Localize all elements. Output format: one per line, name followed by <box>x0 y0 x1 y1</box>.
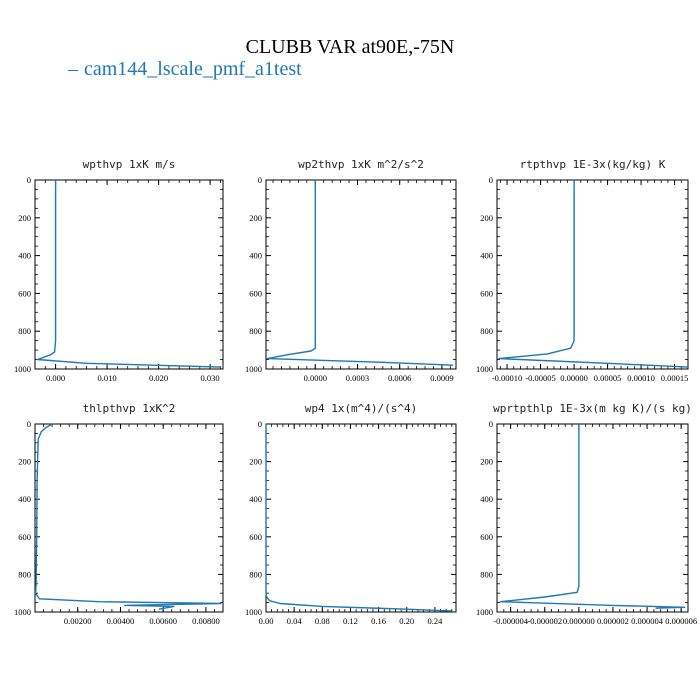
y-tick-label: 1000 <box>245 364 262 374</box>
y-tick-label: 800 <box>249 569 262 579</box>
y-tick-label: 600 <box>480 532 493 542</box>
x-tick-label: 0.00015 <box>661 373 689 383</box>
x-tick-label: 0.00600 <box>149 616 177 626</box>
y-tick-label: 400 <box>249 251 262 261</box>
plot-frame <box>34 423 224 613</box>
y-tick-label: 200 <box>480 457 493 467</box>
plot-frame <box>496 423 689 613</box>
y-tick-label: 400 <box>18 251 31 261</box>
y-tick-label: 0 <box>27 175 31 185</box>
y-tick-label: 400 <box>480 494 493 504</box>
y-tick-label: 0 <box>489 175 493 185</box>
x-tick-label: -0.00005 <box>525 373 555 383</box>
plot-frame <box>34 179 224 370</box>
y-tick-label: 1000 <box>476 607 493 617</box>
x-tick-label: 0.010 <box>98 373 117 383</box>
y-tick-label: 800 <box>480 326 493 336</box>
y-tick-label: 0 <box>27 419 31 429</box>
x-tick-label: 0.000002 <box>597 616 629 626</box>
x-tick-label: 0.20 <box>399 616 414 626</box>
y-tick-label: 200 <box>480 213 493 223</box>
y-tick-label: 400 <box>249 494 262 504</box>
y-tick-label: 800 <box>18 569 31 579</box>
y-tick-label: 1000 <box>14 364 31 374</box>
x-tick-label: 0.04 <box>287 616 303 626</box>
series-line <box>499 424 686 609</box>
legend-line-icon: – <box>68 58 78 80</box>
x-tick-label: 0.00400 <box>107 616 135 626</box>
x-tick-label: 0.00 <box>259 616 274 626</box>
panel-6: wprtpthlp 1E-3x(m kg K)/(s kg)0 200 400 600… <box>476 402 697 626</box>
series-line <box>498 180 689 368</box>
x-tick-label: -0.000002 <box>527 616 562 626</box>
y-tick-label: 200 <box>249 457 262 467</box>
y-tick-label: 800 <box>480 569 493 579</box>
panel-title: wpthvp 1xK m/s <box>83 158 176 171</box>
plot-frame <box>265 423 457 613</box>
x-tick-label: 0.00000 <box>560 373 588 383</box>
series-line <box>266 180 454 366</box>
panel-title: wprtpthlp 1E-3x(m kg K)/(s kg) <box>493 402 692 415</box>
legend-label: cam144_lscale_pmf_a1test <box>84 58 302 80</box>
y-tick-label: 400 <box>18 494 31 504</box>
x-tick-label: 0.0003 <box>346 373 369 383</box>
panel-3: rtpthvp 1E-3x(kg/kg) K02004006008001000-… <box>476 158 689 383</box>
series-line <box>34 423 222 610</box>
x-tick-label: 0.08 <box>315 616 330 626</box>
x-tick-label: 0.000004 <box>631 616 664 626</box>
plot-frame <box>265 179 457 370</box>
y-tick-label: 600 <box>249 532 262 542</box>
x-tick-label: 0.00010 <box>627 373 655 383</box>
y-tick-label: 600 <box>18 288 31 298</box>
x-tick-label: 0.16 <box>371 616 386 626</box>
x-tick-label: 0.0006 <box>388 373 411 383</box>
y-tick-label: 200 <box>18 457 31 467</box>
y-tick-label: 1000 <box>14 607 31 617</box>
y-tick-label: 1000 <box>245 607 262 617</box>
y-tick-label: 800 <box>18 326 31 336</box>
series-line <box>36 180 221 368</box>
y-tick-label: 0 <box>258 419 262 429</box>
panel-title: rtpthvp 1E-3x(kg/kg) K <box>520 158 666 171</box>
x-tick-label: 0.24 <box>427 616 443 626</box>
panel-title: thlpthvp 1xK^2 <box>83 402 176 415</box>
panel-title: wp4 1x(m^4)/(s^4) <box>305 402 418 415</box>
x-tick-label: 0.030 <box>201 373 220 383</box>
x-tick-label: 0.00005 <box>594 373 622 383</box>
series-line <box>265 424 453 612</box>
panel-1: wpthvp 1xK m/s 0 200 400 600 800 1000 0.000 0.01… <box>14 158 224 383</box>
x-tick-label: 0.000000 <box>563 616 595 626</box>
y-tick-label: 600 <box>480 288 493 298</box>
y-tick-label: 800 <box>249 326 262 336</box>
y-tick-label: 1000 <box>476 364 493 374</box>
legend: – cam144_lscale_pmf_a1test <box>68 58 302 81</box>
panel-title: wp2thvp 1xK m^2/s^2 <box>298 158 424 171</box>
y-tick-label: 200 <box>18 213 31 223</box>
y-tick-label: 0 <box>258 175 262 185</box>
x-tick-label: 0.000 <box>46 373 65 383</box>
panel-2: wp2thvp 1xK m^2/s^2 0 200 400 600 800 1000 0.00… <box>245 158 457 383</box>
panel-4: thlpthvp 1xK^2 0 200 400 600 800 1000 0.00200 0.… <box>14 402 224 626</box>
y-tick-label: 200 <box>249 213 262 223</box>
x-tick-label: -0.000004 <box>493 616 528 626</box>
x-tick-label: 0.00200 <box>64 616 92 626</box>
y-tick-label: 600 <box>249 288 262 298</box>
y-tick-label: 600 <box>18 532 31 542</box>
x-tick-label: 0.12 <box>343 616 358 626</box>
x-tick-label: 0.0000 <box>304 373 327 383</box>
y-tick-label: 400 <box>480 251 493 261</box>
figure-title: CLUBB VAR at90E,-75N <box>245 36 455 58</box>
x-tick-label: 0.020 <box>149 373 168 383</box>
x-tick-label: 0.0009 <box>430 373 453 383</box>
plot-frame <box>496 179 689 370</box>
x-tick-label: -0.00010 <box>492 373 522 383</box>
x-tick-label: 0.000006 <box>665 616 697 626</box>
x-tick-label: 0.00800 <box>192 616 220 626</box>
y-tick-label: 0 <box>489 419 493 429</box>
